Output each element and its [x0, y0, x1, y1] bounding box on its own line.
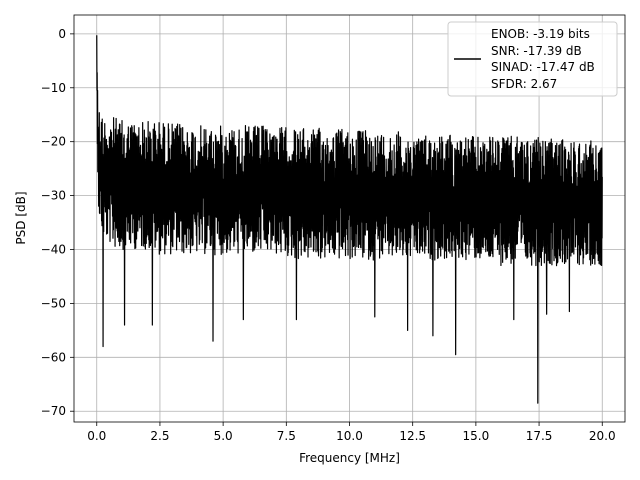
- y-axis: 0 −10 −20 −30 −40 −50 −60 −70: [41, 27, 74, 418]
- x-tick-label: 10.0: [336, 429, 363, 443]
- x-tick-label: 0.0: [87, 429, 106, 443]
- y-tick-label: −40: [41, 242, 66, 256]
- y-axis-label: PSD [dB]: [14, 191, 28, 244]
- psd-series: [96, 35, 603, 404]
- x-tick-label: 12.5: [399, 429, 426, 443]
- x-tick-label: 2.5: [150, 429, 169, 443]
- x-axis-label: Frequency [MHz]: [299, 451, 400, 465]
- legend-line-snr: SNR: -17.39 dB: [491, 44, 582, 58]
- y-tick-label: −10: [41, 81, 66, 95]
- psd-line: [96, 35, 603, 404]
- x-tick-label: 17.5: [526, 429, 553, 443]
- legend-line-sinad: SINAD: -17.47 dB: [491, 60, 595, 74]
- y-tick-label: −30: [41, 189, 66, 203]
- legend-line-enob: ENOB: -3.19 bits: [491, 27, 590, 41]
- y-tick-label: −60: [41, 350, 66, 364]
- x-tick-label: 5.0: [214, 429, 233, 443]
- x-axis: 0.0 2.5 5.0 7.5 10.0 12.5 15.0 17.5 20.0: [87, 422, 616, 443]
- x-tick-label: 15.0: [463, 429, 490, 443]
- legend-box: [447, 21, 618, 97]
- y-tick-label: −70: [41, 404, 66, 418]
- legend-line-sfdr: SFDR: 2.67: [491, 77, 557, 91]
- y-tick-label: 0: [58, 27, 66, 41]
- y-tick-label: −20: [41, 135, 66, 149]
- x-tick-label: 7.5: [277, 429, 296, 443]
- legend: ENOB: -3.19 bits SNR: -17.39 dB SINAD: -…: [447, 21, 618, 97]
- x-tick-label: 20.0: [589, 429, 616, 443]
- y-tick-label: −50: [41, 296, 66, 310]
